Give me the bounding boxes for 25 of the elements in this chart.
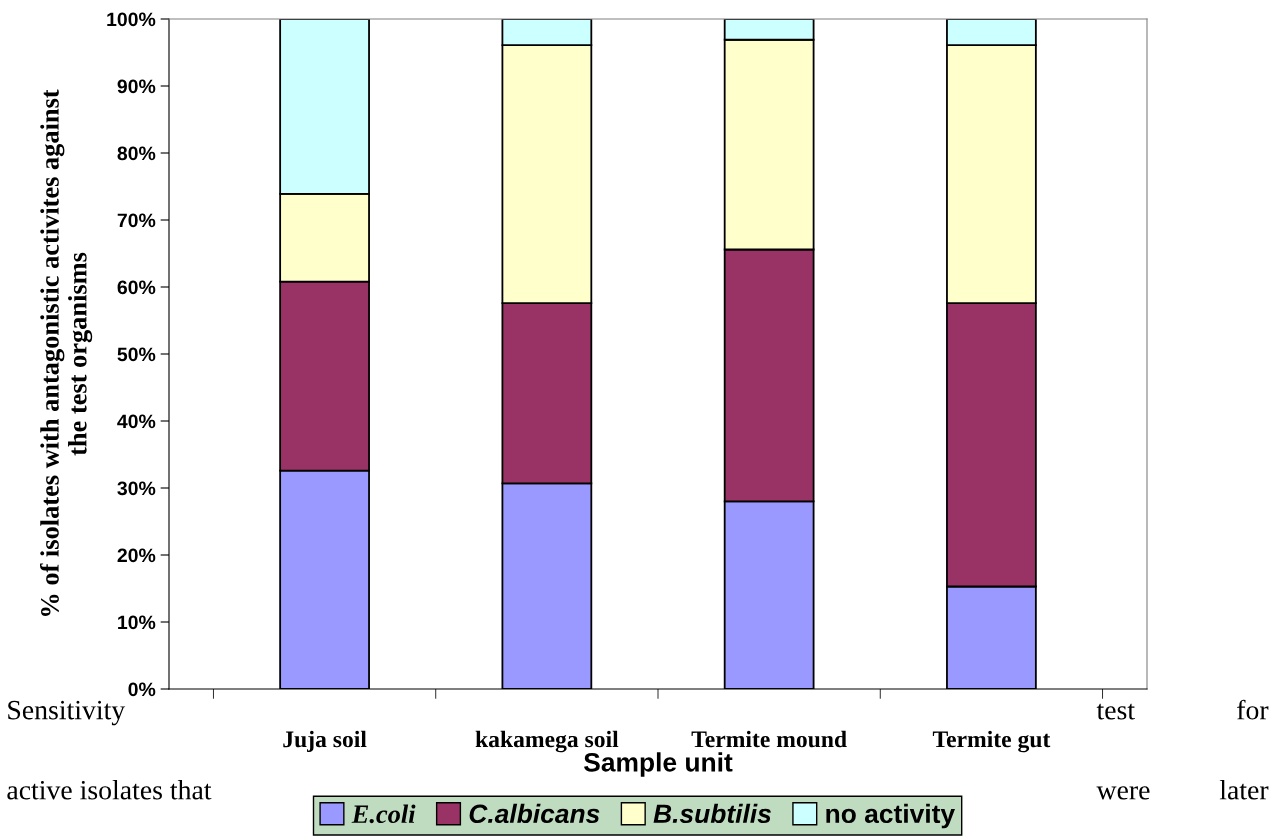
y-tick-label: 90% — [117, 79, 156, 94]
y-tick-label: 30% — [117, 481, 156, 496]
x-tick-label: kakamega soil — [475, 730, 619, 753]
y-axis-title: % of isolates with antagonistic activites against the test organisms — [39, 89, 93, 616]
x-tick-label: Termite mound — [691, 730, 847, 748]
y-tick-label: 10% — [118, 615, 156, 630]
text: test for — [1096, 699, 1269, 720]
y-tick-label: 100% — [107, 12, 156, 27]
y-tick-label: 40% — [117, 414, 156, 429]
legend-label: E.coli — [351, 804, 416, 824]
y-tick-label: 70% — [117, 213, 156, 228]
legend-label: C.albicans — [469, 803, 600, 824]
text: were later — [1096, 780, 1269, 800]
y-tick-label: 60% — [117, 280, 156, 295]
x-tick-label: Juja soil — [283, 730, 367, 753]
text: active isolates that — [7, 780, 212, 800]
x-axis-title: Sample unit — [583, 752, 733, 777]
y-tick-label: 0% — [128, 682, 156, 697]
y-tick-label: 80% — [117, 146, 156, 161]
x-tick-label: Termite gut — [932, 730, 1051, 753]
legend-label: B.subtilis — [653, 803, 771, 824]
y-tick-label: 20% — [117, 548, 156, 563]
text: Sensitivity — [8, 700, 126, 726]
legend-label: no activity — [826, 803, 955, 829]
y-tick-label: 50% — [117, 347, 156, 362]
